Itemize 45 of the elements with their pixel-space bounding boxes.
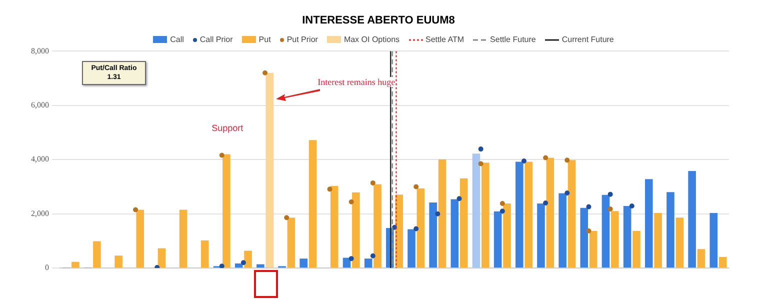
point [414,184,419,190]
text: Settle ATM [426,35,464,44]
point [219,152,224,158]
point [608,206,613,212]
chart-title: INTERESSE ABERTO EUUM8 [302,14,455,27]
y-tick-label: 6,000 [31,100,49,110]
point [219,264,224,268]
legend-label: Call [170,35,184,44]
point [240,260,246,266]
point [478,161,484,166]
y-tick-label: 2,000 [31,208,49,218]
point [521,158,526,164]
y-tick-label: 0 [45,263,49,272]
point [543,200,548,206]
point [348,256,354,262]
point [414,226,419,232]
legend-label: Put Prior [286,35,318,44]
point [133,207,138,212]
point [456,196,462,202]
legend-label: Put [258,35,271,44]
point [564,190,570,196]
text: Settle Future [490,35,536,44]
text: Current Future [562,35,614,44]
annotation: Interest remains huge [318,76,396,87]
point [435,211,440,216]
point [608,192,613,197]
point [564,158,570,163]
point [629,203,634,208]
legend-label: Call Prior [200,35,233,44]
point [543,155,548,160]
point [500,201,505,206]
point [370,253,376,258]
legend-label: Max OI Options [344,35,400,44]
point [500,208,505,214]
point [586,228,592,234]
point [262,70,268,76]
point [586,204,592,210]
point [327,186,332,192]
annotation: Support [212,122,244,133]
point [348,199,354,204]
point [284,215,290,220]
point [370,180,376,186]
y-tick-label: 8,000 [31,46,49,56]
y-tick-label: 4,000 [31,154,49,164]
point [478,146,484,152]
